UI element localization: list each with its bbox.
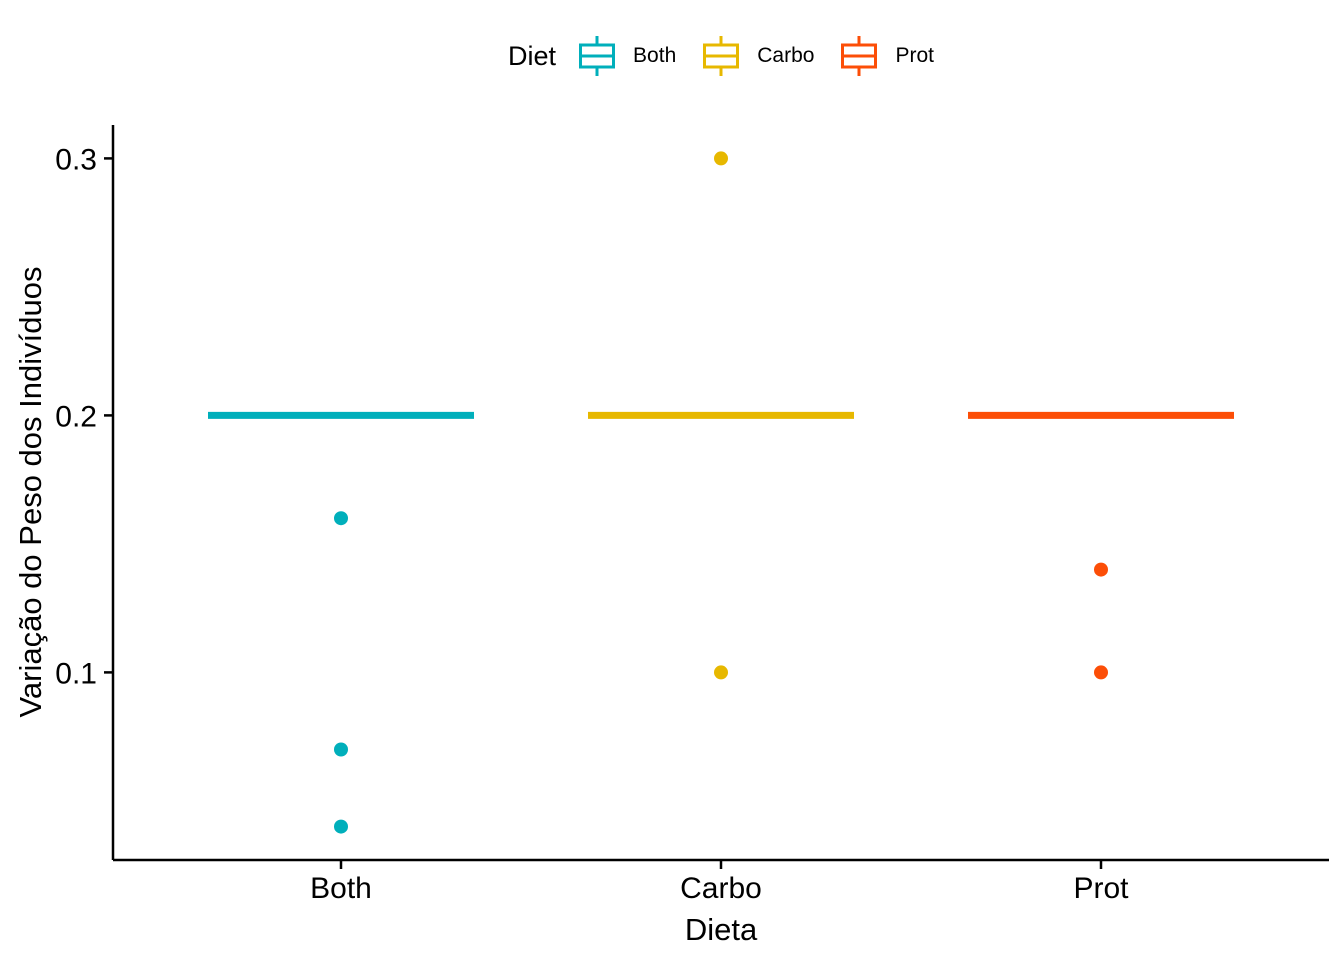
legend-entry-carbo: Carbo	[702, 32, 814, 80]
legend: Diet Both Carbo Prot	[113, 32, 1329, 80]
legend-entry-both: Both	[578, 32, 676, 80]
outlier-point-both	[334, 511, 348, 526]
x-tick-label: Both	[310, 872, 372, 905]
legend-label: Both	[633, 44, 677, 67]
y-tick-label: 0.2	[55, 400, 97, 433]
y-tick-label: 0.3	[55, 143, 97, 176]
x-tick-label: Carbo	[680, 872, 762, 905]
legend-entry-prot: Prot	[840, 32, 934, 80]
legend-entries: Both Carbo Prot	[578, 32, 934, 80]
outlier-point-carbo	[714, 151, 728, 166]
outlier-point-both	[334, 819, 348, 834]
y-tick-label: 0.1	[55, 657, 97, 690]
outlier-point-both	[334, 742, 348, 757]
x-axis-title: Dieta	[684, 912, 758, 947]
legend-boxplot-key-icon	[579, 36, 616, 76]
legend-boxplot-key-icon	[703, 36, 740, 76]
legend-title: Diet	[508, 40, 557, 71]
x-tick-label: Prot	[1073, 872, 1129, 905]
outlier-point-prot	[1094, 665, 1108, 680]
y-axis-title: Variação do Peso dos Indivíduos	[13, 266, 48, 718]
legend-label: Prot	[895, 44, 934, 67]
outlier-point-carbo	[714, 665, 728, 680]
outlier-point-prot	[1094, 562, 1108, 577]
legend-boxplot-key-icon	[841, 36, 878, 76]
legend-label: Carbo	[757, 44, 815, 67]
